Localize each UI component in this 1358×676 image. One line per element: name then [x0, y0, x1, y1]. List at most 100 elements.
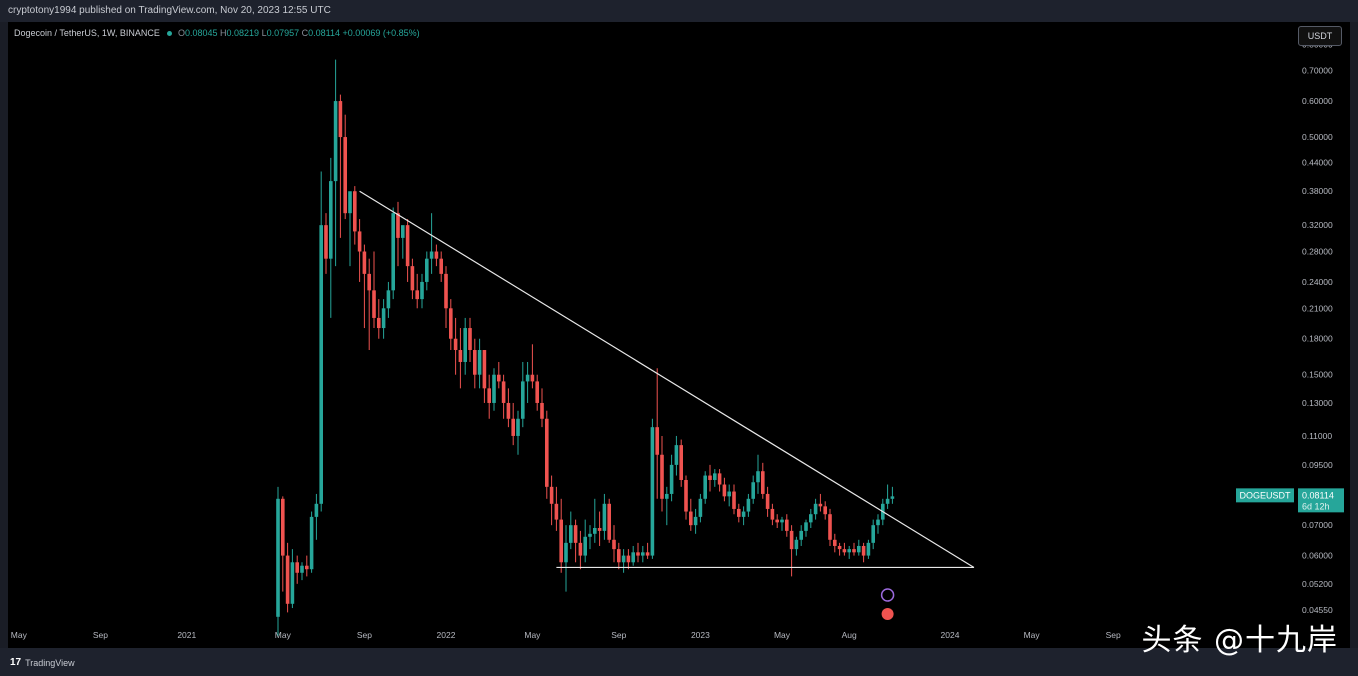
- candle-body: [717, 473, 722, 485]
- candle-body: [789, 530, 794, 550]
- candle-body: [530, 374, 535, 382]
- candle: [367, 258, 371, 351]
- candle: [545, 410, 549, 499]
- candle-body: [309, 516, 314, 570]
- candle: [300, 562, 304, 581]
- y-tick-label: 0.13000: [1302, 398, 1333, 408]
- open-label: O: [177, 28, 185, 38]
- x-tick-label: 2024: [941, 630, 960, 640]
- candle: [679, 439, 683, 487]
- candle: [751, 475, 755, 504]
- candle: [746, 493, 751, 517]
- candle: [674, 435, 679, 476]
- candle: [703, 471, 707, 504]
- candle-body: [381, 308, 386, 329]
- candle: [761, 462, 765, 499]
- candle-body: [569, 525, 573, 543]
- candle: [401, 225, 405, 259]
- candle: [333, 59, 338, 267]
- candle: [871, 519, 875, 550]
- candle: [717, 469, 722, 492]
- tradingview-brand-text: TradingView: [25, 657, 75, 668]
- y-tick-label: 0.09500: [1302, 460, 1333, 470]
- candle-body: [871, 525, 875, 543]
- candle-body: [679, 445, 683, 480]
- close-value: 0.08114: [308, 28, 341, 38]
- candle: [444, 266, 448, 329]
- candle-body: [847, 549, 851, 553]
- descending-resistance-line[interactable]: [359, 190, 975, 568]
- candle: [449, 299, 453, 351]
- footer-bar: 17 TradingView: [0, 648, 1358, 676]
- candle: [319, 171, 323, 512]
- candle: [516, 410, 520, 455]
- candle-body: [425, 258, 429, 282]
- y-tick-label: 0.04550: [1302, 605, 1333, 615]
- candle-body: [477, 350, 482, 375]
- candle: [501, 374, 506, 419]
- candle-body: [617, 549, 621, 563]
- y-tick-label: 0.60000: [1302, 96, 1333, 106]
- candle: [420, 273, 424, 309]
- candle-body: [396, 213, 400, 238]
- tradingview-logo[interactable]: 17 TradingView: [10, 657, 75, 668]
- low-value: 0.07957: [266, 28, 300, 38]
- candle-body: [468, 328, 472, 351]
- candle: [890, 486, 895, 504]
- candle-body: [833, 539, 837, 546]
- candle-body: [439, 258, 443, 274]
- x-tick-label: May: [11, 630, 28, 640]
- y-tick-label: 0.50000: [1302, 132, 1333, 142]
- x-tick-label: May: [524, 630, 541, 640]
- candle-body: [453, 338, 458, 351]
- status-dot-icon: [167, 31, 173, 37]
- candle-body: [295, 562, 299, 573]
- dividend-event-icon[interactable]: [881, 608, 894, 620]
- candles: [276, 59, 895, 636]
- candle-body: [449, 308, 453, 339]
- candle: [617, 542, 621, 570]
- candle: [737, 503, 741, 523]
- candle: [842, 542, 847, 556]
- candle: [809, 508, 813, 529]
- candle-body: [732, 491, 736, 509]
- candle-body: [473, 350, 477, 375]
- currency-button[interactable]: USDT: [1298, 26, 1342, 46]
- candle: [861, 542, 866, 563]
- low-label: L: [261, 28, 267, 38]
- candle: [415, 273, 419, 309]
- candle: [429, 213, 434, 274]
- price-axis[interactable]: 0.800000.700000.600000.500000.440000.380…: [1302, 39, 1333, 615]
- time-axis[interactable]: 020MaySep2021MaySep2022MaySep2023MayAug2…: [8, 630, 1121, 640]
- chart-panel[interactable]: 0.800000.700000.600000.500000.440000.380…: [8, 22, 1350, 648]
- candle-body: [804, 522, 808, 531]
- candle-body: [410, 266, 415, 291]
- candle: [689, 498, 693, 531]
- candle-body: [645, 552, 650, 556]
- candle-body: [621, 555, 626, 563]
- candle-body: [521, 381, 525, 419]
- lightning-event-icon[interactable]: [880, 588, 895, 602]
- candle-body: [713, 473, 717, 480]
- candle: [597, 511, 602, 546]
- candle-body: [554, 503, 559, 520]
- candle: [559, 498, 563, 573]
- candle-body: [290, 562, 295, 604]
- candle: [285, 542, 290, 613]
- candle-body: [665, 493, 669, 499]
- candle: [525, 361, 530, 403]
- candle: [396, 201, 400, 267]
- candle-body: [626, 555, 631, 563]
- candle-body: [823, 506, 827, 515]
- candle: [473, 338, 477, 389]
- x-tick-label: May: [1024, 630, 1041, 640]
- candle: [602, 493, 607, 540]
- candle: [770, 503, 775, 526]
- candle-body: [607, 503, 611, 540]
- candle: [535, 374, 539, 411]
- candle-body: [525, 374, 530, 382]
- candle-body: [463, 328, 467, 362]
- candlestick-chart[interactable]: 0.800000.700000.600000.500000.440000.380…: [8, 22, 1350, 648]
- candle: [593, 498, 597, 543]
- candle: [348, 191, 352, 267]
